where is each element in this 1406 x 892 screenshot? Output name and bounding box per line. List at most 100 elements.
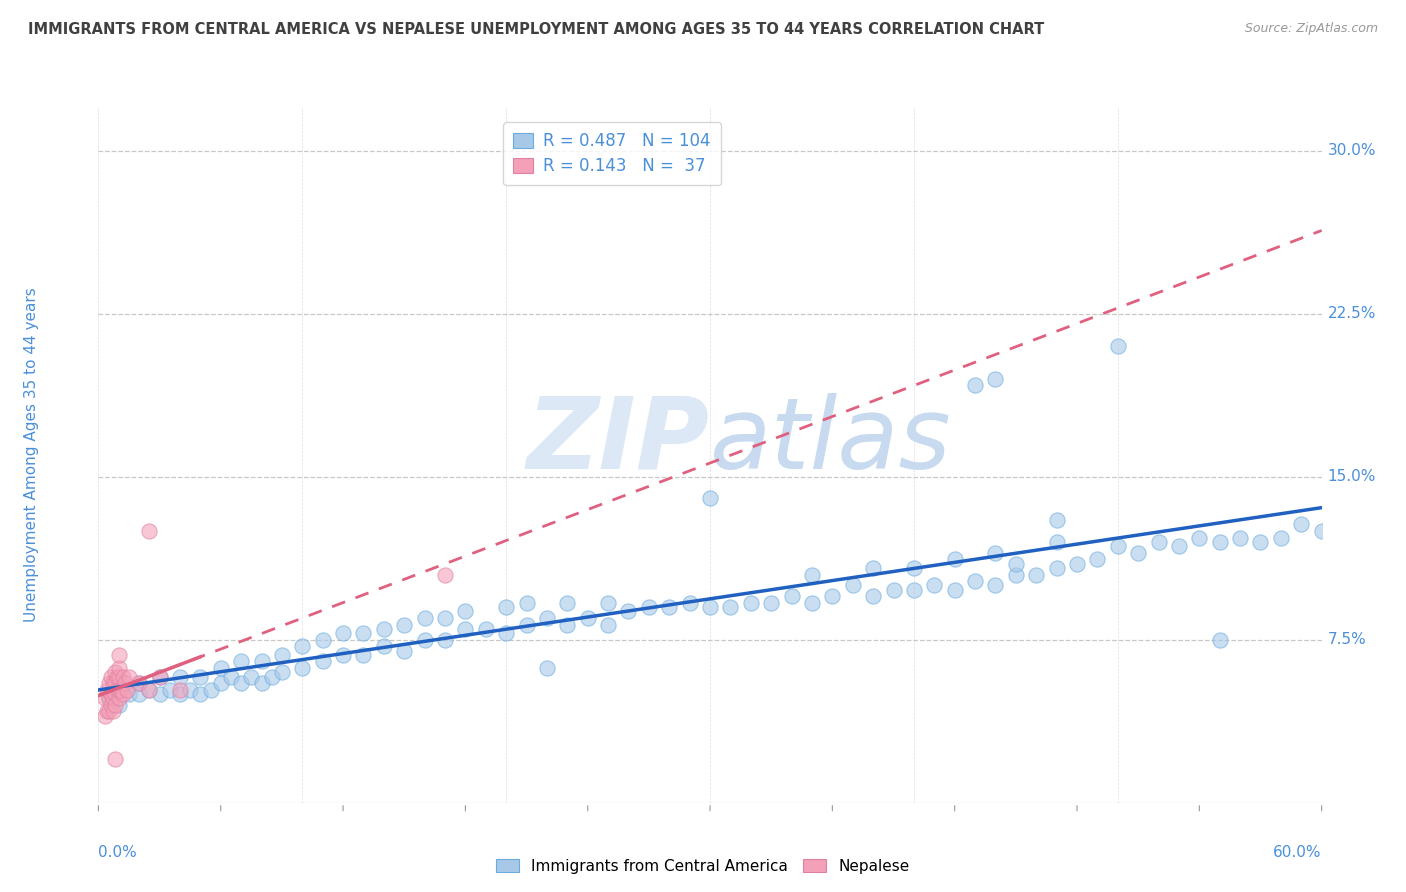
Point	[1209, 535, 1232, 549]
Point	[101, 705, 124, 719]
Point	[718, 600, 742, 615]
Point	[108, 682, 131, 697]
Point	[965, 378, 987, 392]
Point	[260, 670, 283, 684]
Point	[108, 661, 131, 675]
Point	[454, 605, 477, 619]
Point	[984, 372, 1007, 386]
Point	[413, 632, 436, 647]
Point	[149, 687, 172, 701]
Point	[105, 682, 128, 697]
Point	[104, 676, 127, 690]
Point	[96, 705, 118, 719]
Point	[1025, 567, 1047, 582]
Point	[332, 626, 354, 640]
Point	[1229, 531, 1251, 545]
Point	[291, 661, 314, 675]
Point	[97, 705, 120, 719]
Point	[1310, 524, 1333, 538]
Point	[104, 752, 127, 766]
Point	[780, 589, 803, 603]
Point	[903, 582, 925, 597]
Point	[761, 596, 783, 610]
Point	[114, 676, 136, 690]
Point	[801, 596, 824, 610]
Point	[1045, 561, 1069, 575]
Point	[118, 687, 141, 701]
Point	[1107, 339, 1129, 353]
Point	[555, 596, 579, 610]
Point	[101, 691, 124, 706]
Point	[115, 682, 138, 697]
Point	[149, 670, 172, 684]
Text: 15.0%: 15.0%	[1327, 469, 1376, 484]
Point	[108, 648, 131, 662]
Point	[576, 611, 599, 625]
Point	[128, 676, 150, 690]
Point	[1167, 539, 1189, 553]
Point	[169, 682, 191, 697]
Point	[1270, 531, 1292, 545]
Point	[97, 691, 120, 706]
Point	[536, 611, 558, 625]
Point	[110, 682, 132, 697]
Point	[188, 670, 212, 684]
Point	[332, 648, 354, 662]
Point	[100, 698, 122, 712]
Point	[111, 670, 134, 684]
Text: 7.5%: 7.5%	[1327, 632, 1367, 648]
Point	[270, 665, 294, 680]
Point	[138, 524, 160, 538]
Point	[699, 600, 721, 615]
Point	[862, 561, 884, 575]
Point	[454, 622, 477, 636]
Point	[149, 670, 172, 684]
Point	[434, 632, 457, 647]
Point	[922, 578, 945, 592]
Point	[1066, 557, 1088, 571]
Point	[1147, 535, 1170, 549]
Point	[821, 589, 844, 603]
Point	[105, 670, 128, 684]
Point	[637, 600, 661, 615]
Text: IMMIGRANTS FROM CENTRAL AMERICA VS NEPALESE UNEMPLOYMENT AMONG AGES 35 TO 44 YEA: IMMIGRANTS FROM CENTRAL AMERICA VS NEPAL…	[28, 22, 1045, 37]
Point	[352, 626, 374, 640]
Point	[169, 670, 191, 684]
Point	[373, 639, 395, 653]
Point	[108, 691, 131, 706]
Point	[104, 687, 127, 701]
Point	[1188, 531, 1211, 545]
Point	[240, 670, 263, 684]
Point	[1045, 513, 1069, 527]
Point	[104, 665, 127, 680]
Point	[903, 561, 925, 575]
Point	[96, 682, 118, 697]
Legend: R = 0.487   N = 104, R = 0.143   N =  37: R = 0.487 N = 104, R = 0.143 N = 37	[503, 122, 721, 185]
Point	[93, 708, 115, 723]
Point	[1004, 557, 1026, 571]
Point	[555, 617, 579, 632]
Point	[1004, 567, 1026, 582]
Point	[231, 655, 253, 669]
Text: 60.0%: 60.0%	[1274, 845, 1322, 860]
Point	[138, 682, 160, 697]
Point	[97, 676, 120, 690]
Point	[188, 687, 212, 701]
Point	[118, 670, 141, 684]
Point	[373, 622, 395, 636]
Point	[617, 605, 640, 619]
Point	[598, 596, 620, 610]
Point	[740, 596, 762, 610]
Text: 22.5%: 22.5%	[1327, 306, 1376, 321]
Point	[1128, 546, 1150, 560]
Point	[93, 691, 115, 706]
Point	[984, 546, 1007, 560]
Point	[516, 617, 538, 632]
Point	[434, 567, 457, 582]
Point	[179, 682, 201, 697]
Point	[392, 643, 416, 657]
Point	[219, 670, 242, 684]
Point	[516, 596, 538, 610]
Point	[434, 611, 457, 625]
Point	[270, 648, 294, 662]
